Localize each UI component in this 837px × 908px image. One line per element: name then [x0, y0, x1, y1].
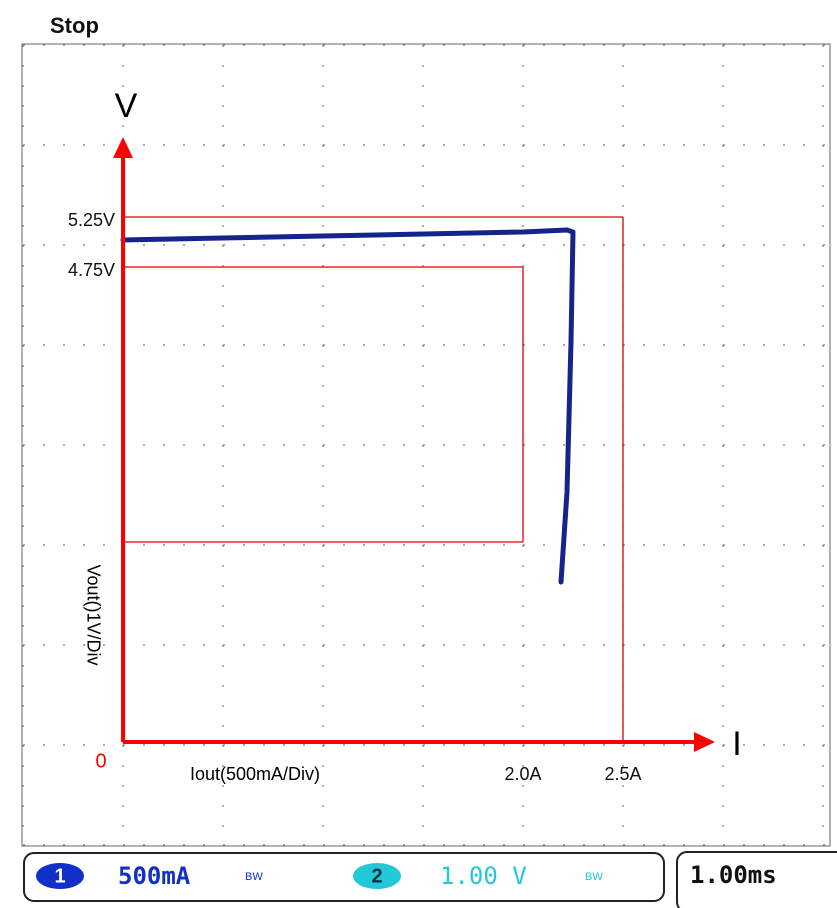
- y-tick-label: 4.75V: [68, 260, 115, 280]
- status: Stop: [50, 13, 99, 38]
- x-axis-label: Iout(500mA/Div): [190, 764, 320, 784]
- ch1-scale: 500mA: [118, 862, 191, 890]
- x-tick-label: 2.0A: [504, 764, 541, 784]
- ch2-number: 2: [371, 865, 382, 887]
- timebase: 1.00ms: [690, 861, 777, 889]
- ch2-bw: BW: [585, 871, 603, 883]
- y-tick-label: 5.25V: [68, 210, 115, 230]
- y-axis-name: V: [115, 87, 138, 125]
- y-axis-label: Vout()1V/Div: [83, 564, 103, 665]
- page: Stop 0 5.25V 4.75V 2.0A 2.5A V I Iout(500mA/…: [0, 0, 837, 908]
- x-tick-label: 2.5A: [604, 764, 641, 784]
- y-tick-label: 0: [95, 750, 106, 772]
- x-axis-name: I: [732, 725, 741, 763]
- ch1-bw: BW: [245, 871, 263, 883]
- scope-screen: Stop 0 5.25V 4.75V 2.0A 2.5A V I Iout(500mA/…: [0, 0, 837, 908]
- ch2-scale: 1.00 V: [440, 862, 527, 890]
- ch1-number: 1: [54, 865, 65, 887]
